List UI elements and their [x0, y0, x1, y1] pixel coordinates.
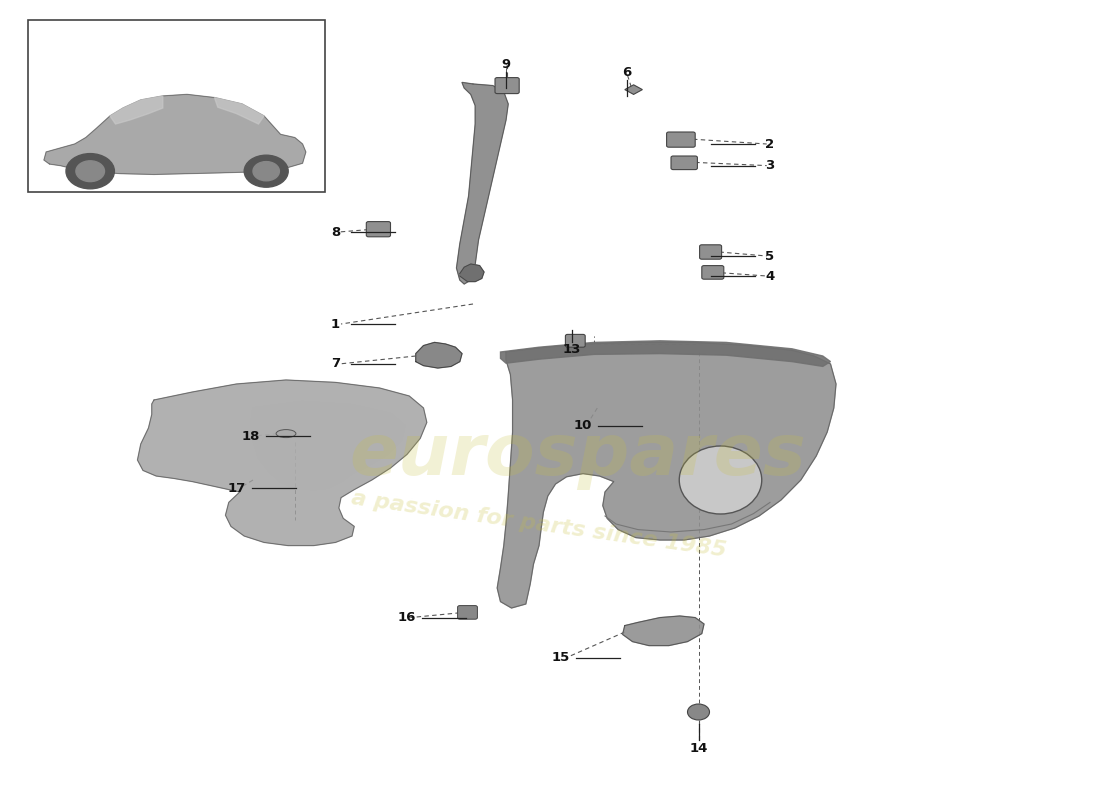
Text: 9: 9	[502, 58, 510, 70]
Polygon shape	[138, 380, 427, 546]
FancyBboxPatch shape	[667, 132, 695, 147]
Polygon shape	[500, 341, 830, 366]
FancyBboxPatch shape	[495, 78, 519, 94]
Text: 6: 6	[623, 66, 631, 78]
Text: 18: 18	[242, 430, 260, 442]
Text: 8: 8	[331, 226, 340, 238]
Polygon shape	[456, 82, 508, 284]
FancyBboxPatch shape	[671, 156, 697, 170]
Text: eurospares: eurospares	[349, 422, 806, 490]
FancyBboxPatch shape	[366, 222, 390, 237]
Text: 1: 1	[331, 318, 340, 330]
Polygon shape	[214, 98, 264, 124]
Text: 10: 10	[574, 419, 592, 432]
Circle shape	[76, 161, 104, 182]
Text: 7: 7	[331, 358, 340, 370]
Circle shape	[253, 162, 279, 181]
FancyBboxPatch shape	[700, 245, 722, 259]
Circle shape	[688, 704, 710, 720]
Text: 14: 14	[690, 742, 707, 754]
Polygon shape	[251, 402, 405, 490]
Ellipse shape	[680, 446, 761, 514]
Text: 3: 3	[766, 159, 774, 172]
Text: 15: 15	[552, 651, 570, 664]
FancyBboxPatch shape	[702, 266, 724, 279]
Text: 4: 4	[766, 270, 774, 282]
Polygon shape	[460, 264, 484, 282]
Polygon shape	[44, 94, 306, 174]
Ellipse shape	[276, 430, 296, 438]
Text: 13: 13	[563, 343, 581, 356]
Circle shape	[66, 154, 114, 189]
Polygon shape	[416, 342, 462, 368]
Text: 2: 2	[766, 138, 774, 150]
Bar	[28, 20, 324, 192]
Text: 16: 16	[398, 611, 416, 624]
Text: 17: 17	[228, 482, 245, 494]
FancyBboxPatch shape	[565, 334, 585, 347]
Circle shape	[244, 155, 288, 187]
Polygon shape	[497, 342, 836, 608]
Polygon shape	[623, 616, 704, 646]
FancyBboxPatch shape	[458, 606, 477, 619]
Polygon shape	[110, 96, 163, 124]
Polygon shape	[625, 85, 642, 94]
Text: 5: 5	[766, 250, 774, 262]
Text: a passion for parts since 1985: a passion for parts since 1985	[350, 488, 728, 560]
